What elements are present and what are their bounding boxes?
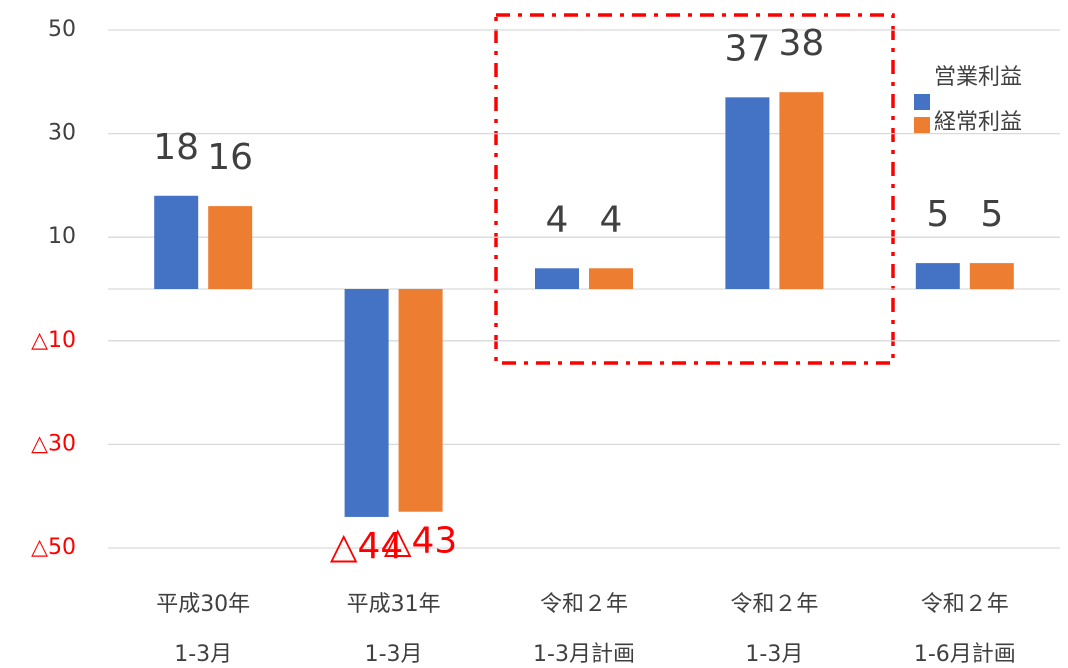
value-label: 16 (207, 137, 253, 178)
x-tick-label: 令和２年 (921, 592, 1009, 617)
bar (154, 195, 199, 289)
bar (779, 92, 824, 289)
bar (344, 289, 389, 517)
value-label: 4 (546, 199, 569, 240)
legend-swatch (914, 94, 930, 110)
legend-swatch (914, 117, 930, 133)
y-tick-label: 50 (48, 17, 76, 42)
value-label: 5 (926, 194, 949, 235)
highlight-box (494, 13, 895, 365)
legend-label: 営業利益 (934, 65, 1022, 90)
y-tick-label: 10 (48, 224, 76, 249)
bar (208, 206, 253, 289)
y-tick-label: 30 (48, 121, 76, 146)
value-label: 4 (600, 199, 623, 240)
x-tick-label: 平成30年 (156, 592, 250, 617)
y-tick-label: △30 (31, 431, 76, 456)
x-tick-label: 1-3月 (365, 642, 423, 667)
value-label: 38 (778, 23, 824, 64)
x-tick-label: 令和２年 (730, 592, 818, 617)
x-tick-label: 1-6月計画 (914, 642, 1016, 667)
x-tick-label: 令和２年 (540, 592, 628, 617)
bar (969, 263, 1014, 289)
value-label: 18 (153, 127, 199, 168)
bar (589, 268, 633, 289)
x-tick-label: 1-3月 (745, 642, 803, 667)
legend-label: 経常利益 (934, 110, 1022, 135)
bar (915, 263, 960, 289)
y-tick-label: △10 (31, 328, 76, 353)
value-label: △44 (330, 526, 404, 567)
y-tick-label: △50 (31, 535, 76, 560)
value-label: 37 (724, 28, 770, 69)
x-tick-label: 1-3月 (174, 642, 232, 667)
bar (725, 97, 770, 289)
value-label: △43 (384, 521, 458, 562)
x-tick-label: 平成31年 (347, 592, 441, 617)
bar (398, 289, 443, 512)
value-label: 5 (980, 194, 1003, 235)
bar (535, 268, 579, 289)
x-tick-label: 1-3月計画 (533, 642, 635, 667)
